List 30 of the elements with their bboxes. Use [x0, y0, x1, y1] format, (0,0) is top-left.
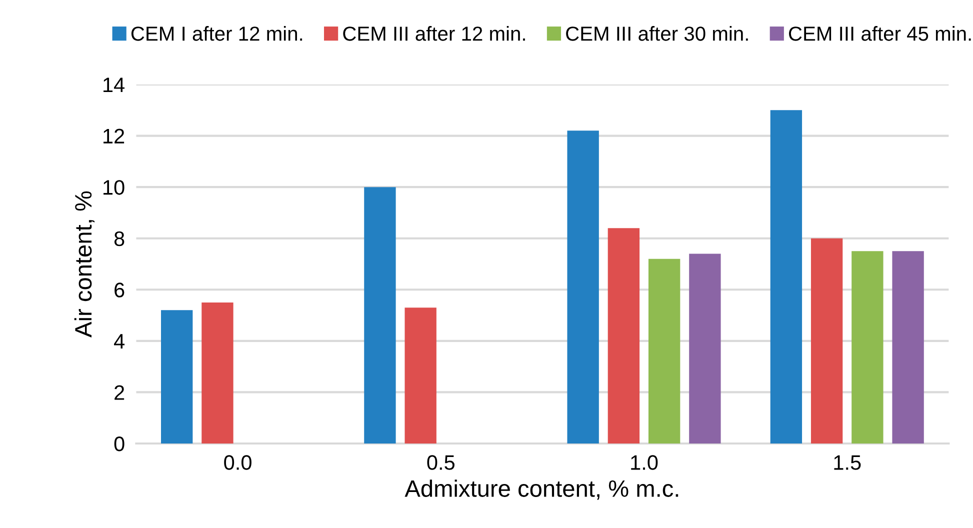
x-axis-title: Admixture content, % m.c.	[404, 480, 678, 500]
x-tick-label: 1.5	[834, 455, 861, 470]
bar	[364, 187, 396, 444]
legend-label: CEM I after 12 min.	[131, 26, 302, 41]
bar	[689, 254, 721, 444]
y-tick-label: 6	[114, 282, 124, 298]
legend-label: CEM III after 45 min.	[788, 26, 971, 41]
bar	[770, 110, 802, 444]
y-tick-label: 4	[114, 334, 124, 348]
legend-label: CEM III after 30 min.	[566, 26, 748, 41]
bar	[648, 258, 680, 444]
bar	[608, 228, 640, 444]
bar	[892, 251, 924, 444]
bar	[810, 238, 843, 444]
legend-label: CEM III after 12 min.	[343, 26, 525, 41]
y-tick-label: 0	[114, 436, 124, 452]
bar	[404, 308, 436, 444]
x-tick-label: 1.0	[631, 455, 658, 470]
y-tick-label: 14	[104, 78, 124, 92]
bar	[567, 130, 599, 444]
x-tick-label: 0.5	[427, 455, 454, 470]
y-axis-title: Air content, %	[74, 191, 95, 338]
y-tick-label: 8	[114, 231, 124, 246]
bar	[202, 302, 234, 444]
y-tick-label: 2	[114, 385, 124, 400]
bar	[161, 310, 193, 444]
x-tick-label: 0.0	[224, 455, 252, 470]
y-tick-label: 12	[104, 128, 124, 144]
bar	[852, 251, 884, 444]
y-tick-label: 10	[104, 180, 124, 195]
